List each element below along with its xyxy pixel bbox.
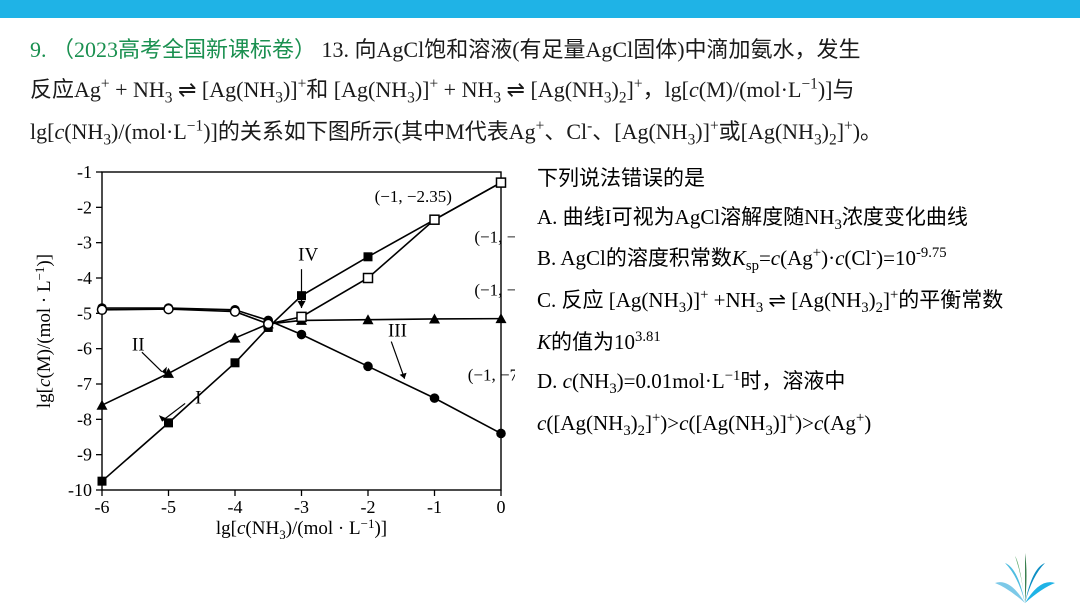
svg-text:0: 0 — [497, 497, 506, 517]
svg-text:-6: -6 — [95, 497, 110, 517]
option-d-1: D. c(NH3)=0.01mol·L−1时，溶液中 — [537, 363, 1055, 403]
svg-text:-5: -5 — [161, 497, 176, 517]
svg-text:-8: -8 — [77, 409, 92, 429]
options-prompt: 下列说法错误的是 — [537, 160, 1055, 197]
chart: -6-5-4-3-2-10-10-9-8-7-6-5-4-3-2-1lg[c(N… — [30, 160, 515, 540]
question-stem-line1: 9. （2023高考全国新课标卷） 13. 向AgCl饱和溶液(有足量AgCl固… — [30, 30, 1055, 70]
question-number: 9. — [30, 37, 47, 62]
svg-text:III: III — [388, 320, 407, 341]
svg-text:I: I — [195, 387, 201, 408]
svg-text:-3: -3 — [294, 497, 309, 517]
svg-text:-1: -1 — [427, 497, 442, 517]
svg-text:-9: -9 — [77, 444, 92, 464]
svg-text:-10: -10 — [68, 480, 92, 500]
svg-text:-2: -2 — [361, 497, 376, 517]
svg-text:(−1, −2.35): (−1, −2.35) — [375, 187, 452, 206]
figure-and-options: -6-5-4-3-2-10-10-9-8-7-6-5-4-3-2-1lg[c(N… — [30, 160, 1055, 540]
question-subnum: 13. — [322, 37, 350, 62]
option-c-1: C. 反应 [Ag(NH3)]+ +NH3 ⇌ [Ag(NH3)2]+的平衡常数 — [537, 282, 1055, 322]
corner-lotus-icon — [970, 528, 1080, 608]
svg-text:(−1, −5.16): (−1, −5.16) — [474, 280, 515, 299]
svg-text:-7: -7 — [77, 374, 92, 394]
top-accent-bar — [0, 0, 1080, 18]
svg-text:lg[c(NH3)/(mol · L−1)]: lg[c(NH3)/(mol · L−1)] — [216, 516, 387, 540]
svg-text:(−1, −2.35): (−1, −2.35) — [474, 227, 515, 246]
stem-1a: 向AgCl饱和溶液(有足量AgCl固体)中滴加氨水，发生 — [355, 37, 861, 62]
chart-container: -6-5-4-3-2-10-10-9-8-7-6-5-4-3-2-1lg[c(N… — [30, 160, 515, 540]
question-stem-line3: lg[c(NH3)/(mol·L−1)]的关系如下图所示(其中M代表Ag+、Cl… — [30, 112, 1055, 154]
svg-text:-4: -4 — [228, 497, 243, 517]
svg-text:-1: -1 — [77, 162, 92, 182]
question-source: （2023高考全国新课标卷） — [52, 37, 316, 62]
svg-text:-5: -5 — [77, 303, 92, 323]
question-stem-line2: 反应Ag+ + NH3 ⇌ [Ag(NH3)]+和 [Ag(NH3)]+ + N… — [30, 70, 1055, 112]
svg-text:-3: -3 — [77, 232, 92, 252]
option-b: B. AgCl的溶度积常数Ksp=c(Ag+)·c(Cl-)=10-9.75 — [537, 240, 1055, 280]
svg-text:lg[c(M)/(mol · L−1)]: lg[c(M)/(mol · L−1)] — [32, 254, 55, 408]
options-block: 下列说法错误的是 A. 曲线I可视为AgCl溶解度随NH3浓度变化曲线 B. A… — [515, 160, 1055, 540]
option-d-2: c([Ag(NH3)2]+)>c([Ag(NH3)]+)>c(Ag+) — [537, 405, 1055, 445]
svg-text:-2: -2 — [77, 197, 92, 217]
option-c-2: K的值为103.81 — [537, 324, 1055, 361]
question-content: 9. （2023高考全国新课标卷） 13. 向AgCl饱和溶液(有足量AgCl固… — [0, 0, 1080, 540]
svg-text:-6: -6 — [77, 338, 92, 358]
svg-text:(−1, −7.40): (−1, −7.40) — [468, 365, 515, 384]
option-a: A. 曲线I可视为AgCl溶解度随NH3浓度变化曲线 — [537, 199, 1055, 239]
svg-text:IV: IV — [298, 244, 318, 265]
svg-text:-4: -4 — [77, 268, 92, 288]
